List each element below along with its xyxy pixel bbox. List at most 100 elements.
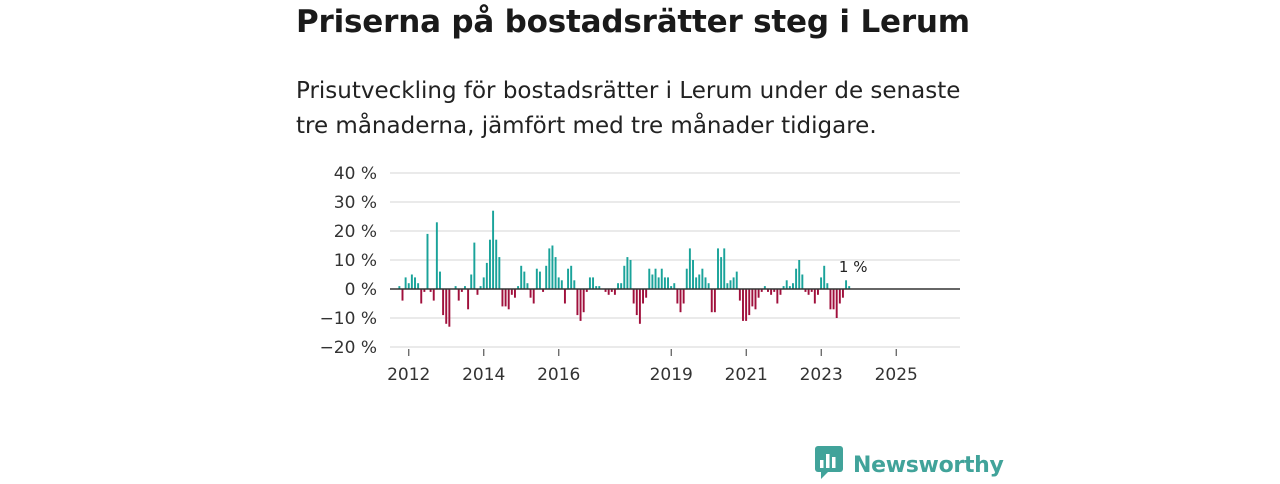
bar	[838, 289, 841, 304]
bar	[454, 286, 457, 289]
bar	[742, 289, 744, 321]
bar	[504, 289, 507, 307]
bar	[526, 283, 529, 289]
bar	[735, 271, 738, 289]
bar	[804, 289, 807, 292]
bar	[501, 289, 504, 307]
y-tick-label: 40 %	[334, 164, 377, 184]
bar	[529, 289, 532, 298]
bar	[713, 289, 716, 313]
bar	[848, 286, 851, 289]
x-tick-label: 2019	[650, 365, 693, 385]
bar	[795, 268, 798, 289]
y-tick-label: −20 %	[320, 338, 377, 358]
bar	[476, 289, 479, 295]
bar	[670, 286, 673, 289]
bar	[626, 257, 629, 289]
bar	[617, 283, 620, 289]
bar	[570, 265, 573, 289]
bar	[398, 286, 401, 289]
bar	[488, 239, 491, 289]
y-tick-label: 10 %	[334, 251, 377, 271]
bar	[816, 289, 819, 295]
bar	[532, 289, 535, 304]
bar	[710, 289, 713, 313]
bar	[629, 260, 632, 289]
bar	[560, 280, 563, 289]
bar	[513, 289, 516, 298]
chart-subtitle: Prisutveckling för bostadsrätter i Lerum…	[296, 78, 961, 139]
bar	[660, 268, 663, 289]
bar	[757, 289, 760, 298]
bar	[841, 289, 844, 298]
bar	[460, 289, 463, 292]
bar	[707, 283, 710, 289]
bar	[820, 277, 823, 289]
bar	[623, 265, 626, 289]
bar	[604, 289, 607, 292]
bar	[426, 233, 429, 289]
bar	[613, 289, 616, 295]
bar	[492, 210, 495, 289]
bar	[485, 262, 488, 289]
y-tick-label: 0 %	[345, 280, 377, 300]
bar	[464, 286, 466, 289]
bar	[517, 286, 520, 289]
bar	[417, 283, 420, 289]
bar	[495, 239, 498, 289]
bar	[592, 277, 595, 289]
bar	[548, 248, 551, 289]
bar	[701, 268, 704, 289]
x-tick-label: 2016	[537, 365, 580, 385]
bar	[404, 277, 407, 289]
y-tick-label: 30 %	[334, 193, 377, 213]
bar	[779, 289, 782, 295]
bar	[473, 242, 476, 289]
bar	[723, 248, 726, 289]
bar	[520, 265, 523, 289]
bar	[423, 289, 426, 292]
bar	[760, 289, 763, 292]
bar	[829, 289, 832, 310]
brand-name: Newsworthy	[853, 452, 1004, 478]
bar	[791, 283, 794, 289]
bar	[498, 257, 501, 289]
bar	[554, 257, 557, 289]
bar	[610, 289, 613, 292]
bar	[782, 286, 785, 289]
bar	[420, 289, 423, 304]
bar	[720, 257, 723, 289]
bar	[704, 277, 707, 289]
bar	[448, 289, 451, 327]
bar	[407, 283, 410, 289]
bar	[620, 283, 623, 289]
bar	[826, 283, 829, 289]
bar	[585, 289, 588, 292]
bar	[835, 289, 838, 318]
bar	[588, 277, 591, 289]
bar	[801, 274, 804, 289]
newsworthy-logo: Newsworthy	[815, 446, 1004, 484]
bar	[582, 289, 585, 313]
bar	[557, 277, 560, 289]
bar	[432, 289, 435, 301]
x-axis-ticks: 2012 2014 2016 2019 2021 2023 2025	[387, 349, 918, 385]
last-value-label: 1 %	[839, 258, 868, 276]
bar	[414, 277, 416, 289]
bar	[645, 289, 648, 298]
bar	[576, 289, 579, 316]
bar	[470, 274, 473, 289]
bar	[732, 277, 735, 289]
bar	[657, 277, 660, 289]
bar	[445, 289, 448, 324]
bar	[442, 289, 445, 316]
bar	[632, 289, 635, 304]
bar	[467, 289, 470, 310]
x-tick-label: 2021	[725, 365, 768, 385]
bar	[439, 271, 441, 289]
bar	[567, 268, 570, 289]
bar	[676, 289, 679, 304]
bar	[688, 248, 691, 289]
bar	[695, 277, 698, 289]
